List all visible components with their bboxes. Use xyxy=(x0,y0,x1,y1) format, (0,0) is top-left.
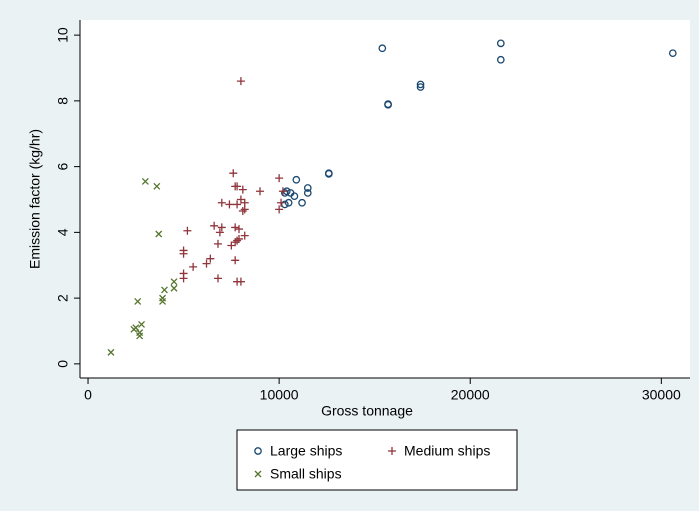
point xyxy=(155,230,163,238)
point xyxy=(496,39,505,48)
point xyxy=(298,198,306,207)
point xyxy=(324,170,333,178)
point xyxy=(240,205,249,214)
point xyxy=(416,80,425,89)
point xyxy=(238,206,247,215)
point xyxy=(161,286,168,294)
legend-marker xyxy=(254,470,262,478)
point xyxy=(134,297,142,305)
point xyxy=(170,284,178,292)
legend-marker xyxy=(254,447,262,455)
point xyxy=(215,228,224,237)
y-tick-label: 10 xyxy=(55,27,71,43)
y-tick-label: 8 xyxy=(55,97,71,105)
point xyxy=(281,189,289,197)
point xyxy=(416,83,425,91)
point xyxy=(138,320,145,328)
point xyxy=(231,182,240,191)
point xyxy=(189,262,198,271)
point xyxy=(256,187,265,196)
point xyxy=(136,332,144,340)
point xyxy=(231,256,240,265)
point xyxy=(217,223,226,232)
point xyxy=(229,169,238,178)
point xyxy=(303,184,312,192)
legend-label: Large ships xyxy=(270,443,342,459)
point xyxy=(278,187,287,196)
point xyxy=(378,44,387,53)
x-tick-label: 30000 xyxy=(642,387,681,403)
legend-label: Medium ships xyxy=(404,443,490,459)
point xyxy=(227,241,236,250)
point xyxy=(130,325,138,333)
x-axis-label: Gross tonnage xyxy=(321,403,413,419)
point xyxy=(225,200,234,209)
point xyxy=(668,49,677,58)
point xyxy=(234,225,243,234)
plot-area xyxy=(80,20,690,378)
point xyxy=(238,185,247,194)
point xyxy=(233,236,242,245)
point xyxy=(384,100,392,109)
point xyxy=(202,259,211,268)
point xyxy=(170,278,178,286)
legend-label: Small ships xyxy=(270,466,342,482)
point xyxy=(141,177,149,185)
point xyxy=(183,226,192,235)
point xyxy=(206,254,215,263)
x-tick-label: 10000 xyxy=(260,387,299,403)
y-tick-label: 0 xyxy=(55,360,71,368)
point xyxy=(233,200,242,209)
point xyxy=(236,77,245,86)
point xyxy=(153,182,161,190)
point xyxy=(303,189,312,197)
point xyxy=(292,175,301,184)
point xyxy=(217,198,226,207)
point xyxy=(159,297,167,305)
point xyxy=(210,221,219,230)
y-tick-label: 2 xyxy=(55,294,71,302)
point xyxy=(240,231,249,240)
y-tick-label: 6 xyxy=(55,163,71,171)
point xyxy=(275,174,284,183)
point xyxy=(213,239,222,248)
point xyxy=(179,274,188,283)
point xyxy=(236,277,245,286)
point xyxy=(290,192,299,201)
point xyxy=(213,274,222,283)
point xyxy=(496,55,505,64)
point xyxy=(275,205,284,214)
point xyxy=(107,348,115,356)
point xyxy=(231,223,240,232)
point xyxy=(284,198,293,207)
point xyxy=(277,198,286,207)
x-tick-label: 0 xyxy=(84,387,92,403)
legend-box xyxy=(236,429,518,491)
point xyxy=(179,249,188,258)
legend-marker xyxy=(388,447,396,455)
y-tick-label: 4 xyxy=(55,228,71,236)
x-tick-label: 20000 xyxy=(451,387,490,403)
y-axis-label: Emission factor (kg/hr) xyxy=(27,129,43,269)
